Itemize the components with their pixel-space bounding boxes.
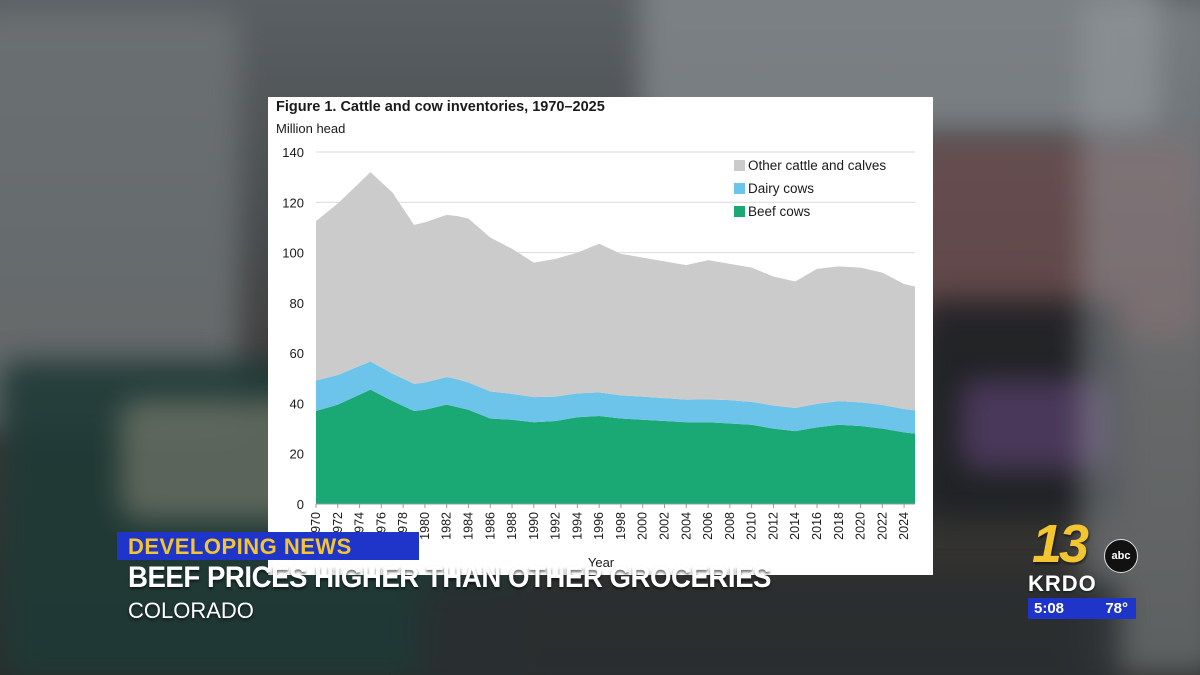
x-tick-label: 2014 (788, 512, 802, 540)
x-tick-label: 1994 (570, 512, 584, 540)
location-text: COLORADO (128, 598, 254, 623)
legend-label: Beef cows (748, 204, 811, 219)
x-tick-label: 1980 (418, 512, 432, 540)
headline-bar: BEEF PRICES HIGHER THAN OTHER GROCERIES (117, 560, 771, 602)
chart-card: Figure 1. Cattle and cow inventories, 19… (268, 97, 933, 575)
tag-text: DEVELOPING NEWS (128, 534, 352, 559)
area-other-cattle-and-calves (316, 172, 915, 411)
y-tick-label: 40 (290, 396, 304, 411)
x-tick-label: 2000 (636, 512, 650, 540)
y-axis-label: Million head (276, 121, 346, 136)
x-axis-title: Year (588, 555, 615, 570)
legend-swatch (734, 183, 745, 194)
area-dairy-cows (316, 361, 915, 434)
y-tick-label: 0 (297, 497, 304, 512)
x-tick-label: 1982 (440, 512, 454, 540)
y-tick-label: 140 (282, 145, 304, 160)
y-tick-label: 120 (282, 195, 304, 210)
x-tick-label: 2022 (875, 512, 889, 540)
station-bug: 13 abc KRDO 5:08 78° (1026, 514, 1138, 623)
x-tick-label: 1990 (527, 512, 541, 540)
y-tick-label: 20 (290, 447, 304, 462)
x-tick-label: 2004 (679, 512, 693, 540)
x-tick-label: 2018 (832, 512, 846, 540)
x-tick-label: 1996 (592, 512, 606, 540)
x-tick-label: 2024 (897, 512, 911, 540)
y-tick-label: 80 (290, 296, 304, 311)
time-temp-bar: 5:08 78° (1028, 598, 1136, 619)
legend-swatch (734, 206, 745, 217)
x-tick-label: 1986 (483, 512, 497, 540)
x-tick-label: 1992 (549, 512, 563, 540)
x-tick-label: 2010 (745, 512, 759, 540)
x-tick-label: 2008 (723, 512, 737, 540)
developing-news-tag: DEVELOPING NEWS (117, 532, 419, 560)
channel-number: 13 (1032, 514, 1089, 574)
x-tick-label: 2016 (810, 512, 824, 540)
temperature: 78° (1105, 600, 1128, 617)
area-beef-cows (316, 389, 915, 504)
x-tick-label: 1984 (461, 512, 475, 540)
x-tick-label: 2002 (658, 512, 672, 540)
y-tick-label: 100 (282, 246, 304, 261)
chart-title: Figure 1. Cattle and cow inventories, 19… (276, 99, 605, 115)
clock-time: 5:08 (1034, 600, 1065, 617)
callsign: KRDO (1028, 571, 1097, 596)
x-tick-label: 2020 (854, 512, 868, 540)
legend-label: Other cattle and calves (748, 158, 886, 173)
abc-logo: abc (1104, 539, 1138, 573)
x-tick-label: 2006 (701, 512, 715, 540)
legend-swatch (734, 160, 745, 171)
headline-text: BEEF PRICES HIGHER THAN OTHER GROCERIES (128, 561, 771, 594)
x-tick-label: 1988 (505, 512, 519, 540)
x-tick-label: 2012 (766, 512, 780, 540)
x-tick-label: 1998 (614, 512, 628, 540)
legend-label: Dairy cows (748, 181, 814, 196)
y-tick-label: 60 (290, 346, 304, 361)
